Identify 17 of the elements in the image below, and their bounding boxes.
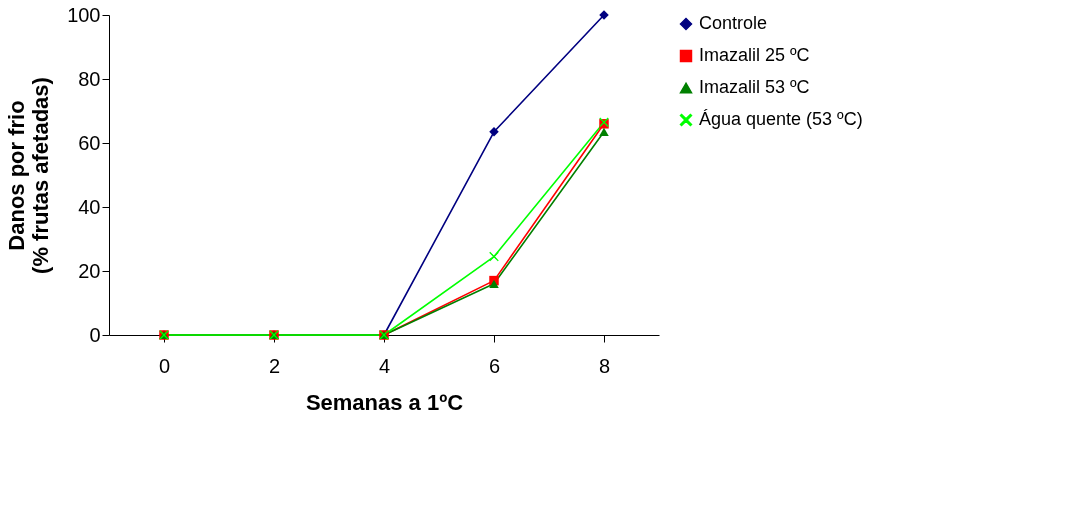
y-tick-label: 100 <box>67 3 101 26</box>
legend-label: Imazalil 25 ºC <box>699 45 810 65</box>
legend-label: Imazalil 53 ºC <box>699 77 810 97</box>
legend-label: Controle <box>699 13 768 33</box>
x-tick-label: 4 <box>378 354 391 377</box>
y-tick-label: 0 <box>89 323 101 346</box>
legend-label: Água quente (53 ºC) <box>699 109 863 129</box>
x-tick-label: 8 <box>598 354 611 377</box>
x-tick-label: 6 <box>488 354 501 377</box>
x-tick-label: 2 <box>268 354 281 377</box>
x-tick-label: 0 <box>158 354 171 377</box>
y-axis-title: Danos por frio (% frutas afetadas) <box>4 77 54 274</box>
y-tick-label: 20 <box>78 259 101 282</box>
y-tick-label: 80 <box>78 67 101 90</box>
y-tick-label: 60 <box>78 131 101 154</box>
y-tick-label: 40 <box>78 195 101 218</box>
x-axis-title: Semanas a 1ºC <box>305 389 464 415</box>
